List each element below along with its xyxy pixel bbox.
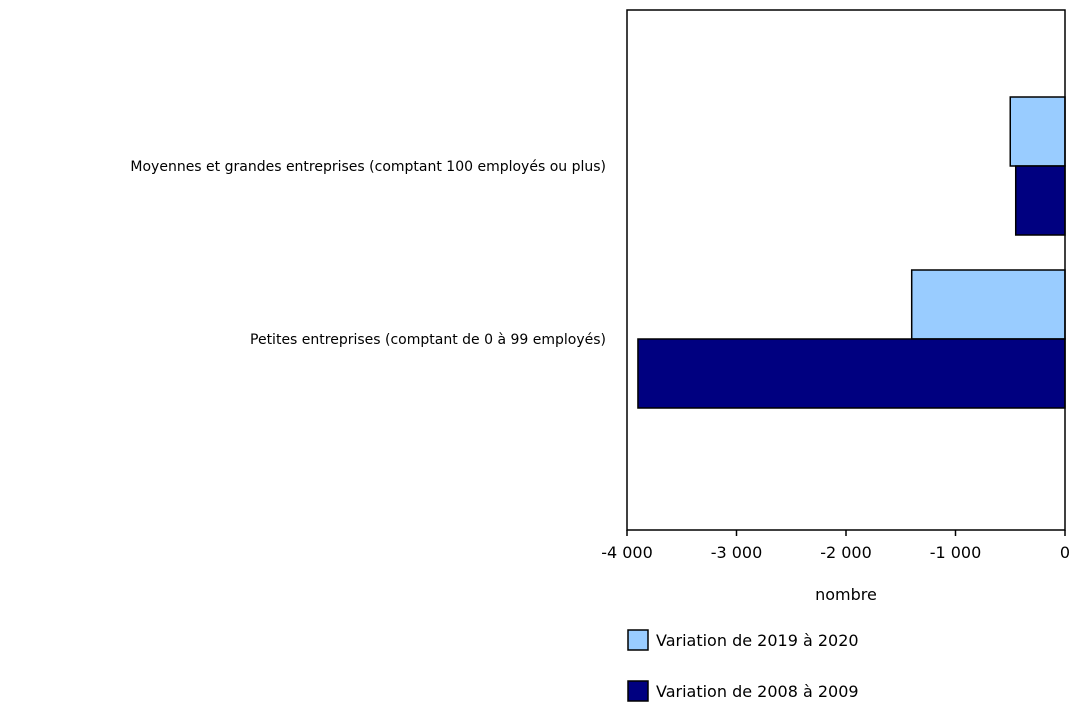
legend-swatch	[627, 629, 649, 651]
x-axis-tick-labels: -4 000 -3 000 -2 000 -1 000 0	[601, 543, 1070, 562]
category-label: Moyennes et grandes entreprises (comptan…	[130, 159, 606, 175]
category-labels: Moyennes et grandes entreprises (comptan…	[130, 159, 606, 348]
legend-swatch	[627, 680, 649, 702]
bars	[637, 96, 1066, 409]
x-tick-label: -1 000	[930, 543, 982, 562]
legend-label: Variation de 2019 à 2020	[656, 631, 859, 650]
x-tick-label: -4 000	[601, 543, 653, 562]
category-label: Petites entreprises (comptant de 0 à 99 …	[250, 332, 606, 348]
x-tick-label: -3 000	[711, 543, 763, 562]
bar-variation-2008-2009	[1014, 165, 1066, 236]
x-axis-title: nombre	[815, 585, 877, 604]
x-tick-label: 0	[1060, 543, 1070, 562]
bar-variation-2019-2020	[910, 269, 1066, 340]
bar-variation-2019-2020	[1009, 96, 1066, 167]
x-tick-label: -2 000	[820, 543, 872, 562]
bar-variation-2008-2009	[637, 338, 1066, 409]
legend-label: Variation de 2008 à 2009	[656, 682, 859, 701]
x-axis-ticks	[626, 530, 1066, 536]
legend: Variation de 2019 à 2020 Variation de 200…	[627, 629, 859, 702]
